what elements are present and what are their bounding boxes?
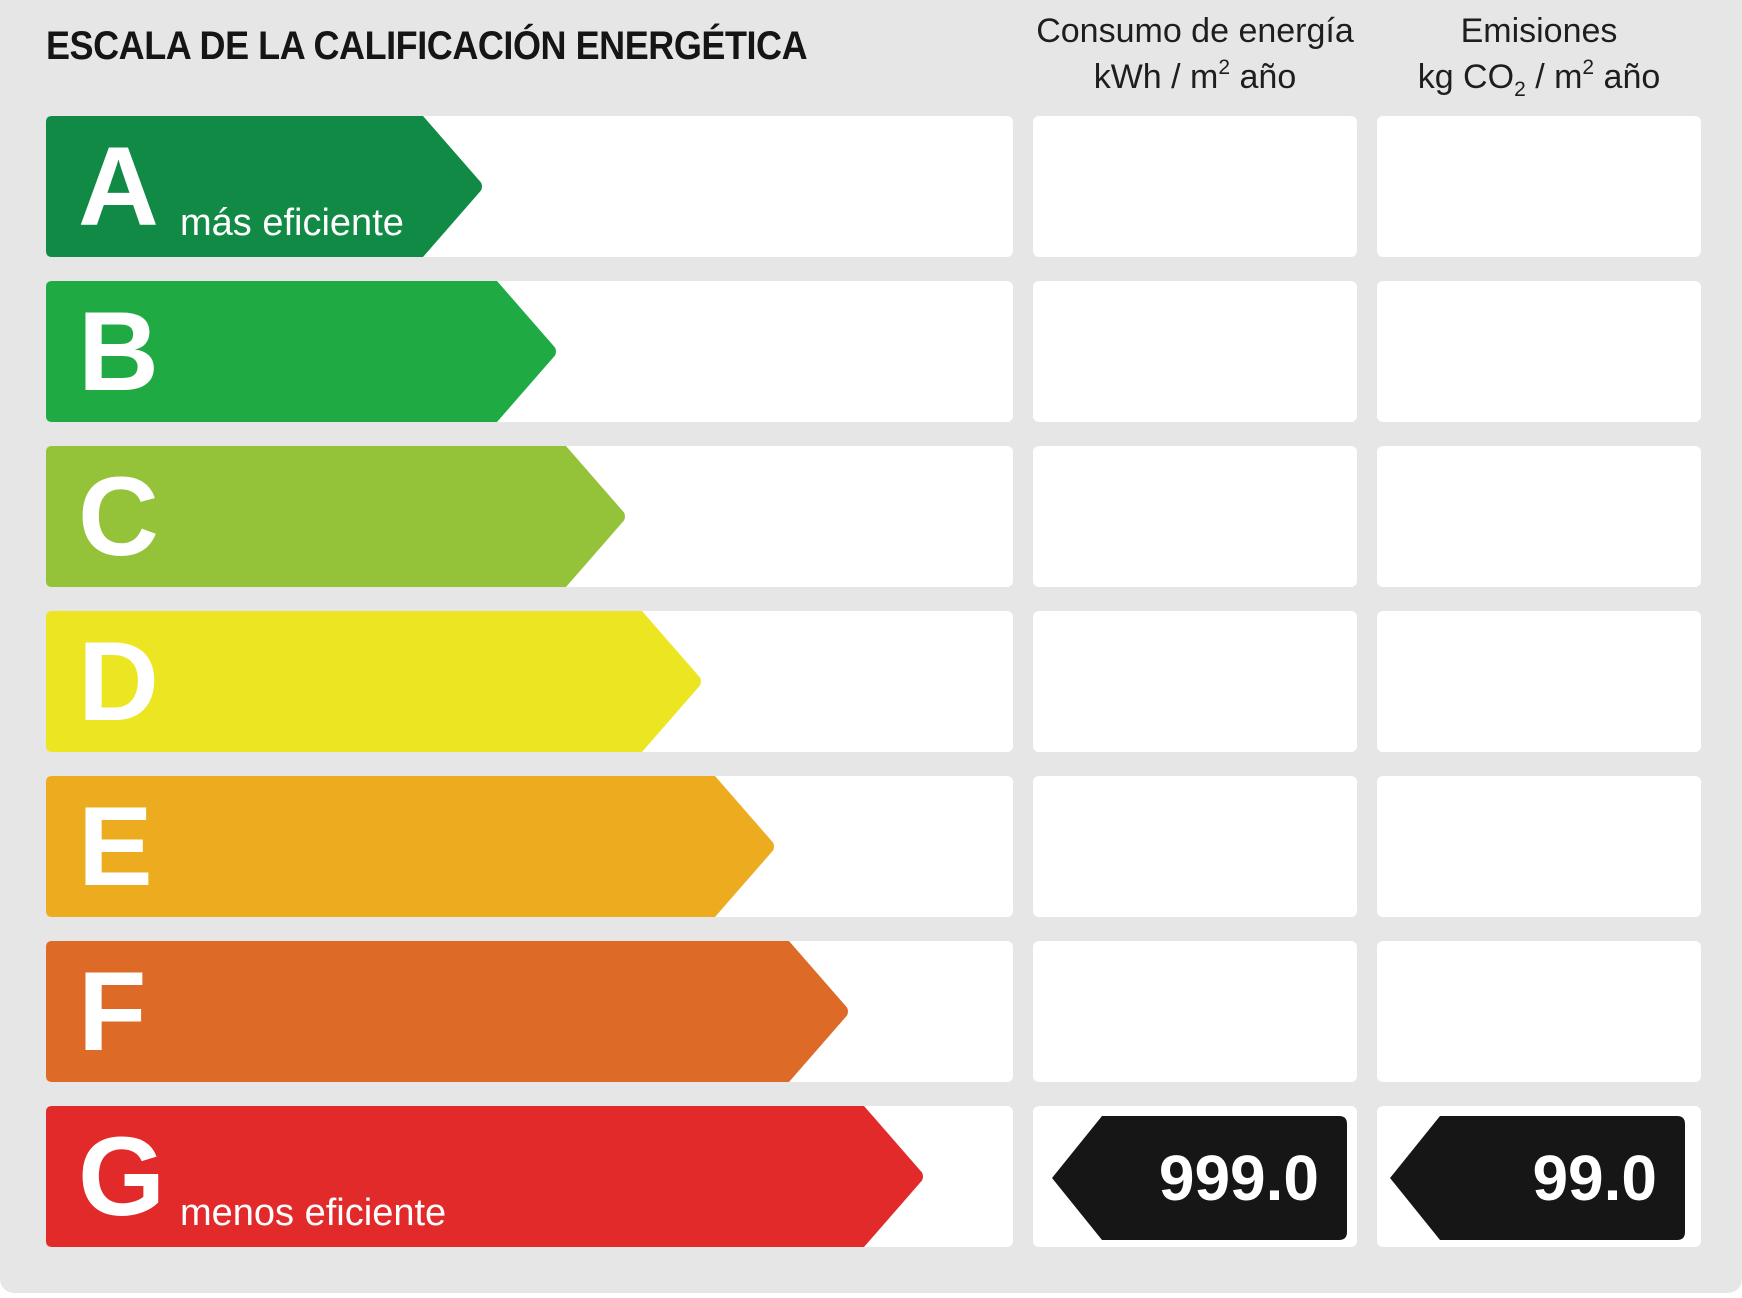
- rating-arrow-f: [46, 941, 848, 1082]
- emissions-result-tag: 99.0: [1390, 1116, 1685, 1240]
- rating-arrow-g: [46, 1106, 923, 1247]
- rating-bar-d: D: [46, 611, 702, 752]
- rating-letter-a: A: [78, 124, 159, 249]
- rating-sublabel-a: más eficiente: [180, 202, 404, 244]
- emissions-cell-a: [1377, 116, 1701, 257]
- emissions-cell-c: [1377, 446, 1701, 587]
- rating-bar-f: F: [46, 941, 849, 1082]
- energy-header-line1: Consumo de energía: [1036, 12, 1354, 50]
- energy-cell-b: [1033, 281, 1357, 422]
- rating-arrow-d: [46, 611, 701, 752]
- rating-arrow-e: [46, 776, 774, 917]
- rating-arrow-b: [46, 281, 556, 422]
- rating-letter-c: C: [78, 454, 159, 579]
- energy-cell-a: [1033, 116, 1357, 257]
- rating-letter-f: F: [78, 949, 147, 1074]
- rating-arrow-a: [46, 116, 482, 257]
- emissions-header-line1: Emisiones: [1460, 12, 1618, 50]
- rating-sublabel-g: menos eficiente: [180, 1192, 447, 1234]
- rating-arrow-shape-g: [46, 1106, 923, 1247]
- rating-letter-d: D: [78, 619, 159, 744]
- emissions-cell-d: [1377, 611, 1701, 752]
- energy-cell-f: [1033, 941, 1357, 1082]
- rating-letter-g: G: [78, 1114, 166, 1239]
- energy-cell-d: [1033, 611, 1357, 752]
- scale-title: ESCALA DE LA CALIFICACIÓN ENERGÉTICA: [46, 24, 808, 68]
- emissions-result-value: 99.0: [1532, 1142, 1657, 1214]
- energy-result-tag: 999.0: [1052, 1116, 1347, 1240]
- emissions-header-unit: kg CO2 / m2 año: [1417, 56, 1661, 101]
- rating-arrow-c: [46, 446, 625, 587]
- energy-result-arrow: [1052, 1116, 1347, 1240]
- energy-header-unit: kWh / m2 año: [1093, 56, 1297, 96]
- rating-letter-b: B: [78, 289, 159, 414]
- energy-cell-c: [1033, 446, 1357, 587]
- energy-result-arrow-shape: [1052, 1116, 1347, 1240]
- rating-arrow-shape-d: [46, 611, 701, 752]
- rating-arrow-shape-b: [46, 281, 556, 422]
- emissions-cell-b: [1377, 281, 1701, 422]
- energy-cell-e: [1033, 776, 1357, 917]
- emissions-cell-e: [1377, 776, 1701, 917]
- emissions-cell-f: [1377, 941, 1701, 1082]
- rating-bar-c: C: [46, 446, 626, 587]
- rating-arrow-shape-c: [46, 446, 625, 587]
- emissions-result-arrow-shape: [1390, 1116, 1685, 1240]
- rating-arrow-shape-e: [46, 776, 774, 917]
- rating-arrow-shape-f: [46, 941, 848, 1082]
- rating-letter-e: E: [78, 784, 153, 909]
- emissions-result-arrow: [1390, 1116, 1685, 1240]
- rating-bar-e: E: [46, 776, 775, 917]
- rating-bar-b: B: [46, 281, 557, 422]
- energy-column-header: Consumo de energía kWh / m2 año: [1033, 8, 1357, 100]
- energy-result-value: 999.0: [1158, 1142, 1319, 1214]
- emissions-column-header: Emisiones kg CO2 / m2 año: [1377, 8, 1701, 100]
- rating-arrow-shape-a: [46, 116, 482, 257]
